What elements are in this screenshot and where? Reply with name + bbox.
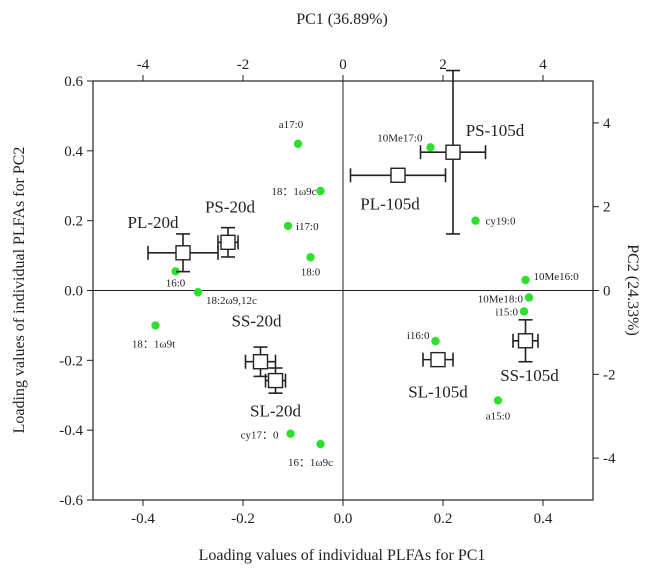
sample-label: SL-105d [408,383,468,402]
plfa-label: cy17：0 [241,430,279,442]
plfa-point [293,139,303,149]
left-tick-label: -0.6 [59,493,83,509]
left-tick-label: -0.2 [59,353,83,369]
sample-square [175,245,191,261]
plfa-point [431,336,440,346]
left-tick-label: 0.2 [64,214,83,230]
sample-marker: PL-105d [349,167,447,213]
sample-square [390,167,406,183]
sample-marker: PS-20d [205,197,256,258]
plfa-point [493,396,503,405]
sample-label: PS-20d [205,197,256,216]
bottom-tick-label: -0.2 [231,511,255,527]
left-tick-label: 0.4 [64,144,83,160]
plfa-label: i17:0 [296,221,319,233]
bottom-tick-label: 0.4 [534,511,553,527]
bottom-tick-label: 0.2 [434,511,453,527]
plfa-point [426,143,435,152]
plfa-label: i15:0 [495,306,518,318]
sample-label: SL-20d [250,402,302,421]
plfa-point [283,221,293,231]
top-tick-label: -4 [137,57,150,73]
plfa-label: 18：1ω9t [132,338,175,350]
plfa-label: i16:0 [407,330,430,342]
sample-label: SS-105d [500,366,559,385]
bottom-tick-label: -0.4 [131,511,155,527]
plfa-label: 16:0 [166,277,186,289]
sample-square [252,354,269,370]
sample-label: PS-105d [466,121,525,140]
top-axis-title: PC1 (36.89%) [296,11,388,28]
plfa-point [316,186,325,196]
sample-square [517,333,534,349]
plfa-point [521,275,530,285]
sample-marker: SS-105d [500,319,559,385]
top-tick-label: 4 [539,57,547,73]
plfa-point [306,253,315,262]
sample-square [267,372,284,389]
left-tick-label: -0.4 [59,423,83,439]
sample-markers: PL-20d PS-20d SS-20d SL-20d PL-105d PS-105d SL… [128,69,559,421]
plfa-label: 16：1ω9c [288,457,333,469]
plfa-label: 18：1ω9c [271,186,316,198]
plfa-point [519,307,529,316]
sample-marker: SS-20d [231,312,282,378]
sample-square [430,351,446,368]
plfa-label: a17:0 [279,119,304,131]
plfa-point [524,293,534,302]
plfa-point [171,267,180,276]
sample-marker: PL-20d [128,213,219,273]
bottom-tick-label: 0.0 [334,511,353,527]
right-tick-label: 0 [603,284,611,300]
sample-marker: SL-20d [250,367,302,421]
plfa-label: 10Me16:0 [534,271,580,283]
plfa-point [151,321,160,330]
axis-ticks: -0.4 -0.2 0.0 0.2 0.4 -0.6 -0.4 -0.2 0.0 0.2 0.4 0.… [59,57,616,527]
plfa-point [193,288,203,297]
plfa-points: a17:0 18：1ω9c i17:0 18:0 16:0 18:2ω9,12c 18：1ω… [132,119,579,469]
right-axis-title: PC2 (24.33%) [624,244,641,336]
top-tick-label: 0 [339,57,347,73]
plfa-label: 18:0 [301,266,321,278]
right-tick-label: 2 [603,200,611,216]
plfa-point [286,429,295,438]
right-tick-label: -2 [603,367,616,383]
sample-marker: PS-105d [419,69,525,235]
left-axis-title: Loading values of individual PLFAs for P… [11,147,28,434]
plfa-point [316,439,325,449]
sample-label: PL-20d [128,213,180,232]
sample-square [445,144,461,160]
bottom-axis-title: Loading values of individual PLFAs for P… [199,547,486,564]
top-tick-label: -2 [237,57,250,73]
plfa-label: a15:0 [486,410,511,422]
left-tick-label: 0.0 [64,284,83,300]
sample-label: SS-20d [231,312,282,331]
sample-marker: SL-105d [408,351,468,402]
sample-label: PL-105d [360,194,420,213]
plfa-point [471,216,480,225]
sample-square [220,234,236,251]
plfa-label: 18:2ω9,12c [206,295,257,307]
top-tick-label: 2 [439,57,447,73]
reference-lines [93,81,593,500]
right-tick-label: 4 [603,116,611,132]
plfa-label: cy19:0 [486,216,516,228]
plfa-label: 10Me18:0 [478,293,524,305]
left-tick-label: 0.6 [64,74,83,90]
right-tick-label: -4 [603,451,616,467]
plfa-label: 10Me17:0 [377,132,423,144]
